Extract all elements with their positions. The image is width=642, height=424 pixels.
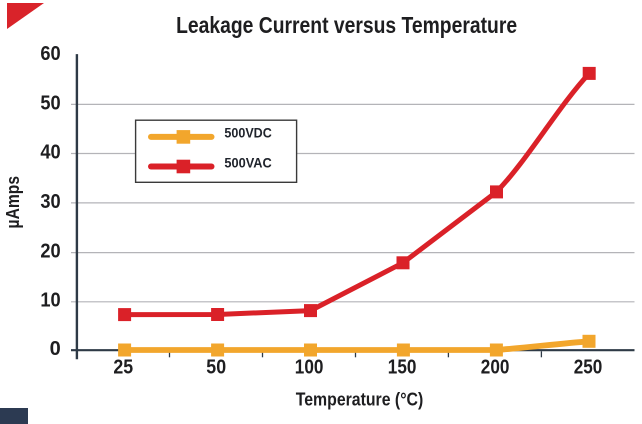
svg-text:µAmps: µAmps <box>3 176 23 229</box>
svg-text:500VDC: 500VDC <box>224 126 272 141</box>
svg-text:50: 50 <box>206 357 226 379</box>
svg-text:150: 150 <box>388 357 417 379</box>
svg-text:100: 100 <box>295 357 324 379</box>
svg-text:Temperature (°C): Temperature (°C) <box>296 388 424 409</box>
svg-text:25: 25 <box>113 357 133 379</box>
svg-text:60: 60 <box>40 43 60 65</box>
svg-text:200: 200 <box>481 357 510 379</box>
svg-text:50: 50 <box>40 92 60 114</box>
svg-text:20: 20 <box>40 241 60 263</box>
svg-text:500VAC: 500VAC <box>224 156 272 171</box>
svg-text:0: 0 <box>50 338 61 360</box>
svg-text:250: 250 <box>574 357 603 379</box>
svg-text:40: 40 <box>40 141 60 163</box>
svg-text:30: 30 <box>40 191 60 213</box>
svg-text:Leakage Current versus Tempera: Leakage Current versus Temperature <box>176 12 517 38</box>
svg-text:10: 10 <box>40 290 60 312</box>
